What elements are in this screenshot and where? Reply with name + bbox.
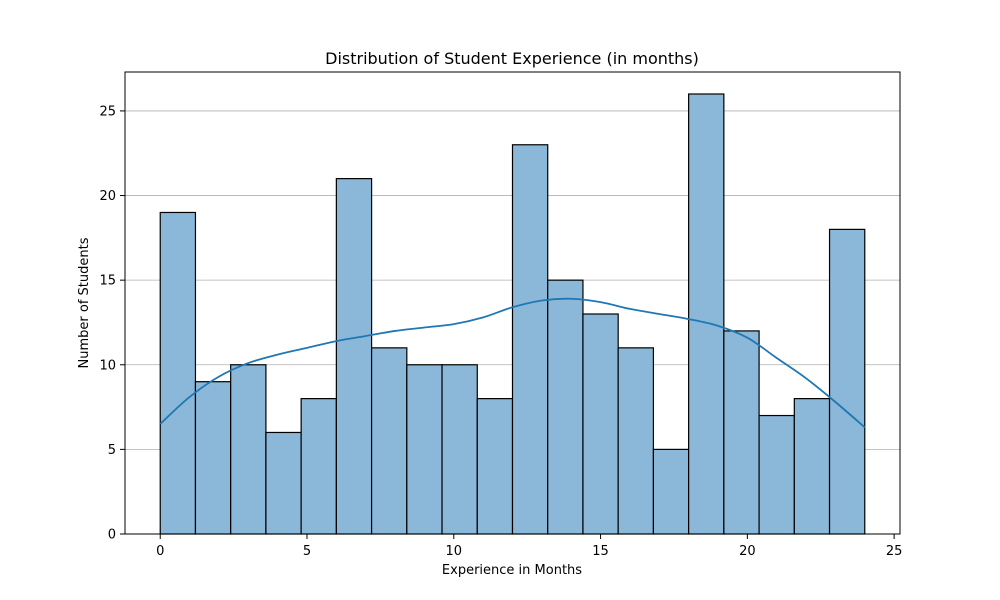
bar-15: [688, 93, 725, 535]
kde-curve: [159, 297, 866, 429]
bar-19: [828, 228, 866, 535]
y-tick-label-0: 0: [108, 528, 116, 543]
bar-18: [793, 398, 831, 535]
x-tick-label-20: 20: [739, 544, 756, 559]
x-axis-ticks: 0 5 10 15 20 25: [156, 534, 902, 559]
y-axis-ticks: 0 5 10 15 20 25: [99, 104, 125, 543]
x-tick-label-0: 0: [156, 544, 164, 559]
x-tick-label-10: 10: [446, 544, 463, 559]
y-tick-label-20: 20: [99, 189, 116, 204]
bar-2: [230, 364, 267, 535]
y-tick-label-25: 25: [99, 104, 116, 119]
bar-1: [194, 381, 232, 535]
x-tick-label-25: 25: [886, 544, 903, 559]
histogram-bars: [159, 93, 866, 535]
bar-4: [300, 398, 337, 535]
bar-12: [582, 313, 619, 535]
x-tick-label-5: 5: [303, 544, 311, 559]
x-axis-label: Experience in Months: [442, 563, 582, 578]
bar-11: [547, 279, 584, 535]
y-axis-label: Number of Students: [77, 237, 92, 368]
bar-16: [723, 330, 760, 535]
bar-0: [159, 211, 197, 535]
bar-7: [406, 364, 443, 535]
plot-frame: [124, 71, 901, 535]
y-tick-label-5: 5: [108, 443, 116, 458]
bar-17: [758, 414, 795, 535]
bar-5: [335, 178, 373, 535]
x-tick-label-15: 15: [592, 544, 609, 559]
bar-14: [652, 448, 690, 535]
y-tick-label-10: 10: [99, 358, 116, 373]
bar-6: [370, 347, 408, 535]
bar-13: [617, 347, 655, 535]
chart-title: Distribution of Student Experience (in m…: [325, 49, 699, 68]
bar-9: [476, 398, 514, 535]
y-tick-label-15: 15: [99, 274, 116, 289]
bar-3: [265, 431, 302, 535]
bar-10: [511, 144, 549, 535]
bar-8: [441, 364, 478, 535]
